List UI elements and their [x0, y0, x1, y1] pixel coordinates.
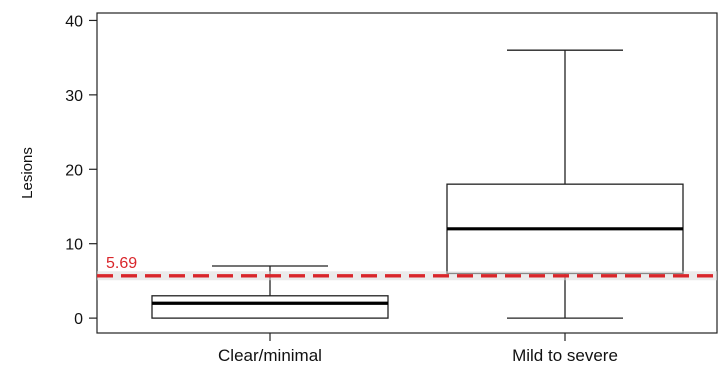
y-axis-title: Lesions: [19, 147, 36, 199]
y-axis: 0 10 20 30 40: [65, 13, 97, 328]
y-tick-label-3: 30: [65, 88, 83, 105]
y-tick-label-2: 20: [65, 162, 83, 179]
y-tick-label-4: 40: [65, 13, 83, 30]
reference-line-label: 5.69: [106, 255, 137, 272]
box-1: [446, 49, 684, 319]
x-tick-label-0: Clear/minimal: [218, 346, 322, 365]
boxes-group: [151, 49, 684, 319]
plot-area-frame: [96, 12, 718, 334]
y-tick-label-0: 0: [74, 311, 83, 328]
x-tick-label-1: Mild to severe: [512, 346, 618, 365]
box-rect-0: [151, 295, 389, 319]
y-tick-label-1: 10: [65, 237, 83, 254]
x-axis: Clear/minimal Mild to severe: [218, 333, 618, 365]
box-0: [151, 265, 389, 319]
reference-line-group: 5.69: [97, 255, 717, 281]
